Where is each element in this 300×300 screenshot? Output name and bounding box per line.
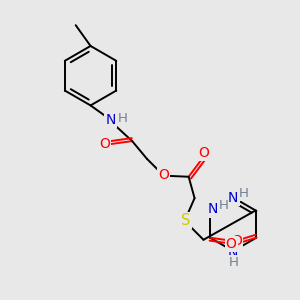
Text: N: N bbox=[208, 202, 218, 216]
Text: N: N bbox=[228, 190, 238, 205]
Text: O: O bbox=[226, 237, 237, 250]
Text: O: O bbox=[99, 137, 110, 151]
Text: O: O bbox=[198, 146, 209, 160]
Text: O: O bbox=[158, 168, 169, 182]
Text: N: N bbox=[106, 113, 116, 127]
Text: N: N bbox=[228, 245, 238, 260]
Text: H: H bbox=[218, 199, 228, 212]
Text: H: H bbox=[239, 187, 249, 200]
Text: O: O bbox=[231, 234, 242, 248]
Text: S: S bbox=[181, 213, 190, 228]
Text: H: H bbox=[228, 256, 238, 269]
Text: H: H bbox=[117, 112, 127, 125]
